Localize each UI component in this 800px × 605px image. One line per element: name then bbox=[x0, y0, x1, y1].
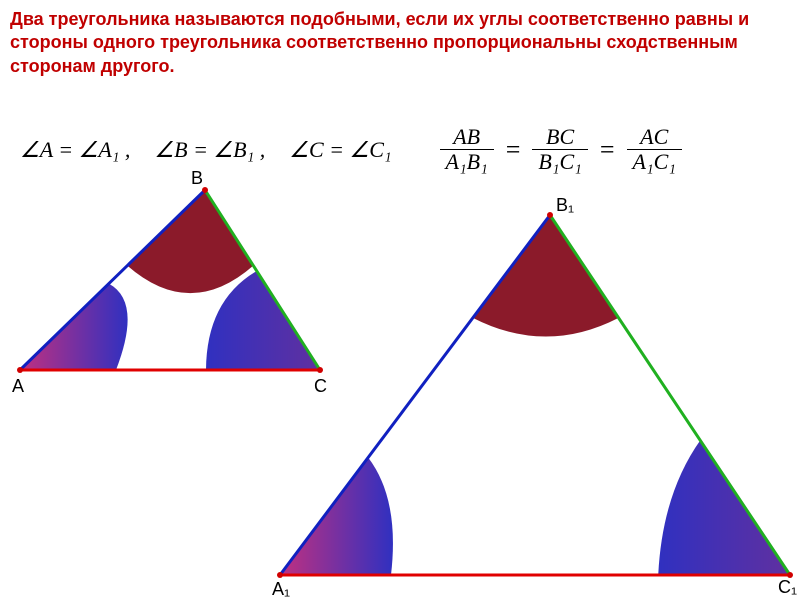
vertex-label-b1: B₁ bbox=[556, 195, 574, 216]
side-ratios: AB A₁B₁ = BC B₁C₁ = AC A₁C₁ bbox=[440, 125, 682, 174]
num-ab: AB bbox=[447, 125, 486, 149]
vertex-label-a: A bbox=[12, 376, 24, 397]
eq-sign-2: = bbox=[596, 135, 619, 165]
ratio-ac: AC A₁C₁ bbox=[627, 125, 682, 174]
angle-eq-c: ∠C = ∠C₁ bbox=[289, 137, 391, 163]
angle-equalities: ∠A = ∠A₁ , ∠B = ∠B₁ , ∠C = ∠C₁ bbox=[20, 137, 392, 163]
vertex-label-b: B bbox=[191, 168, 203, 189]
vertex-label-a1: A₁ bbox=[272, 579, 290, 600]
eq-sign-1: = bbox=[502, 135, 525, 165]
den-ab: A₁B₁ bbox=[440, 149, 494, 174]
num-bc: BC bbox=[540, 125, 580, 149]
den-bc: B₁C₁ bbox=[532, 149, 587, 174]
angle-eq-a: ∠A = ∠A₁ , bbox=[20, 137, 130, 163]
ratio-ab: AB A₁B₁ bbox=[440, 125, 494, 174]
angle-eq-b: ∠B = ∠B₁ , bbox=[154, 137, 265, 163]
formula-row: ∠A = ∠A₁ , ∠B = ∠B₁ , ∠C = ∠C₁ AB A₁B₁ =… bbox=[20, 125, 790, 174]
num-ac: AC bbox=[634, 125, 674, 149]
den-ac: A₁C₁ bbox=[627, 149, 682, 174]
triangles-svg bbox=[0, 175, 800, 600]
vertex-label-c: C bbox=[314, 376, 327, 397]
vertex-label-c1: C₁ bbox=[778, 577, 797, 598]
definition-title: Два треугольника называются подобными, е… bbox=[10, 8, 790, 78]
diagram-area: A B C A₁ B₁ C₁ bbox=[0, 175, 800, 600]
ratio-bc: BC B₁C₁ bbox=[532, 125, 587, 174]
